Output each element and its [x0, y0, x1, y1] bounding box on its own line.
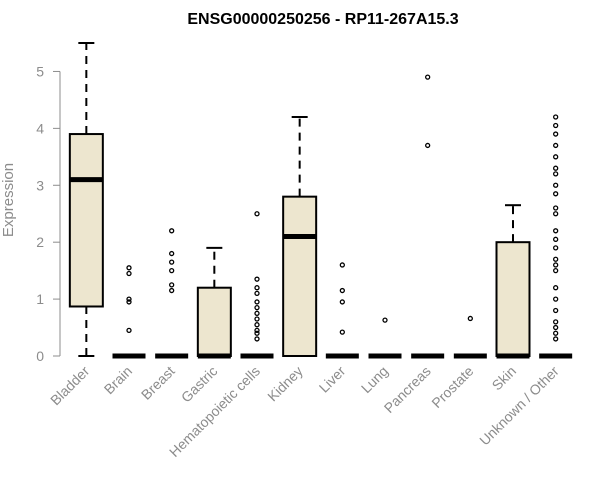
y-tick-label: 0 [36, 348, 44, 364]
outlier-point [254, 211, 260, 217]
outlier-point [254, 290, 260, 297]
outlier-point [169, 287, 175, 294]
y-axis-label: Expression [0, 163, 17, 237]
outlier-point [553, 324, 559, 331]
outlier-point [126, 299, 132, 305]
category-label: Kidney [264, 363, 306, 405]
y-tick-label: 5 [36, 63, 44, 79]
category-label: Prostate [428, 363, 476, 411]
category-label: Breast [138, 363, 178, 403]
box-gastric [196, 246, 232, 359]
outlier-point [425, 74, 431, 80]
outlier-point [553, 142, 559, 149]
box-brain [112, 265, 146, 359]
outlier-point [254, 304, 260, 311]
outlier-point [254, 276, 260, 282]
outlier-point [553, 205, 559, 211]
outlier-point [553, 131, 559, 137]
outlier-point [339, 329, 345, 335]
box-prostate [453, 315, 487, 359]
outlier-point [553, 154, 559, 160]
category-label: Brain [101, 363, 135, 397]
outlier-point [553, 296, 559, 302]
outlier-point [339, 299, 345, 305]
outlier-point [553, 307, 559, 314]
box-hematopoietic-cells [240, 211, 274, 359]
boxes-layer [68, 42, 573, 359]
category-label: Unknown / Other [476, 363, 562, 449]
outlier-point [169, 267, 175, 274]
outlier-point [553, 330, 559, 336]
box-iqr [282, 195, 318, 357]
outlier-point [126, 265, 132, 271]
outlier-point [169, 282, 175, 288]
box-iqr [495, 241, 531, 358]
outlier-point [553, 336, 559, 342]
chart-title: ENSG00000250256 - RP11-267A15.3 [187, 11, 458, 28]
category-label: Gastric [178, 363, 221, 406]
outlier-point [553, 319, 559, 325]
outlier-point [553, 114, 559, 120]
box-bladder [68, 42, 104, 357]
outlier-point [254, 322, 260, 328]
outlier-point [467, 315, 473, 322]
category-label: Liver [316, 363, 349, 396]
box-iqr [196, 286, 232, 357]
outlier-point [553, 211, 559, 217]
outlier-point [553, 122, 559, 129]
category-label: Bladder [47, 363, 93, 409]
outlier-point [553, 256, 559, 262]
outlier-point [553, 245, 559, 251]
y-tick-label: 3 [36, 177, 44, 193]
y-tick-label: 1 [36, 291, 44, 307]
outlier-point [382, 317, 388, 323]
box-liver [325, 262, 359, 359]
outlier-point [169, 250, 175, 257]
category-label: Lung [358, 363, 391, 396]
y-axis: 0 1 2 3 4 5 [36, 63, 61, 364]
outlier-point [553, 182, 559, 188]
outlier-point [553, 228, 559, 234]
outlier-point [254, 330, 260, 336]
outlier-point [553, 236, 559, 242]
y-tick-label: 2 [36, 234, 44, 250]
outlier-point [254, 299, 260, 305]
box-kidney [282, 115, 318, 357]
outlier-point [553, 262, 559, 268]
outlier-point [254, 336, 260, 342]
box-unknown-other [539, 114, 573, 359]
y-tick-label: 4 [36, 120, 44, 136]
box-skin [495, 204, 531, 359]
outlier-point [339, 287, 345, 294]
outlier-point [126, 270, 132, 277]
outlier-point [254, 316, 260, 322]
outlier-point [553, 191, 559, 197]
outlier-point [254, 327, 260, 334]
outlier-point [553, 267, 559, 274]
box-iqr [68, 133, 104, 308]
outlier-point [169, 259, 175, 265]
outlier-point [553, 171, 559, 177]
outlier-point [425, 142, 431, 149]
box-pancreas [411, 74, 445, 359]
category-label: Pancreas [381, 363, 434, 416]
outlier-point [339, 262, 345, 268]
outlier-point [126, 327, 132, 334]
box-lung [368, 317, 402, 359]
outlier-point [169, 228, 175, 234]
outlier-point [553, 165, 559, 171]
box-breast [155, 228, 189, 359]
outlier-point [126, 296, 132, 302]
outlier-point [553, 285, 559, 291]
category-label: Skin [489, 363, 520, 394]
outlier-point [254, 285, 260, 291]
outlier-point [254, 310, 260, 316]
